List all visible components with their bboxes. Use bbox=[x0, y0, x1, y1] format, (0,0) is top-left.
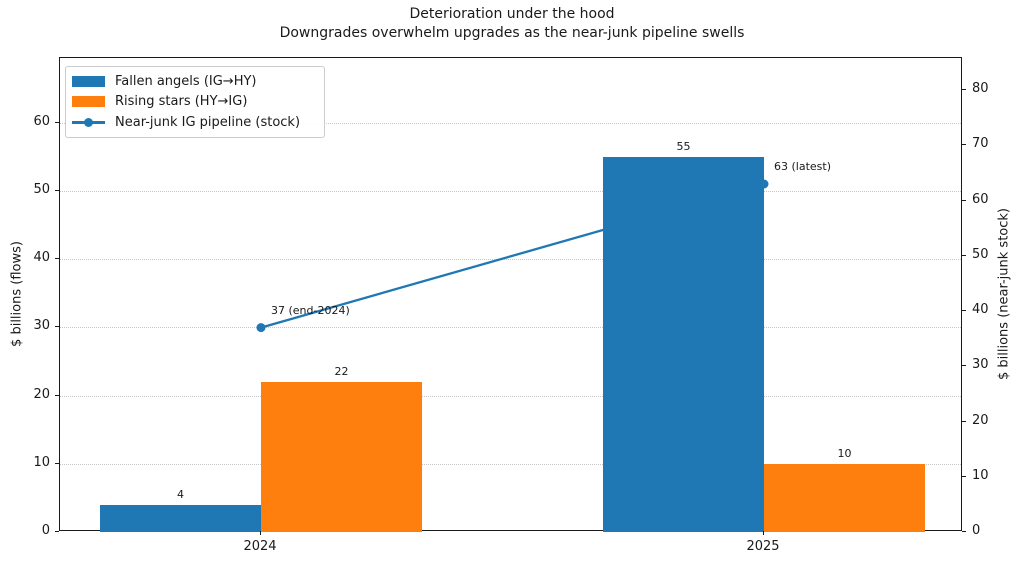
right-tick bbox=[962, 365, 966, 367]
bar-value-label: 4 bbox=[177, 487, 184, 501]
line-point-annotation: 37 (end-2024) bbox=[271, 303, 350, 317]
right-tick bbox=[962, 475, 966, 477]
legend-label: Rising stars (HY→IG) bbox=[115, 94, 248, 110]
left-tick-label: 50 bbox=[33, 182, 50, 197]
gridline bbox=[60, 191, 961, 192]
left-tick-label: 30 bbox=[33, 318, 50, 334]
right-axis-label: $ billions (near-junk stock) bbox=[996, 207, 1012, 381]
gridline bbox=[60, 122, 961, 124]
bar-value-label: 55 bbox=[676, 139, 691, 153]
pipeline-line bbox=[256, 179, 769, 333]
left-tick-label: 20 bbox=[33, 386, 50, 402]
legend-row: Rising stars (HY→IG) bbox=[72, 92, 316, 112]
left-tick bbox=[55, 258, 59, 260]
right-tick-label: 30 bbox=[972, 357, 989, 373]
legend-label: Near-junk IG pipeline (stock) bbox=[115, 115, 301, 131]
right-tick-label: 80 bbox=[972, 81, 989, 96]
right-tick bbox=[962, 199, 966, 201]
legend-row: Fallen angels (IG→HY) bbox=[72, 71, 316, 91]
left-tick-label: 40 bbox=[33, 250, 50, 266]
right-tick-label: 0 bbox=[972, 523, 981, 538]
left-tick-label: 10 bbox=[33, 454, 50, 470]
bar-value-label: 10 bbox=[837, 446, 852, 460]
x-tick bbox=[260, 531, 261, 535]
left-tick bbox=[55, 531, 59, 532]
gridline bbox=[60, 259, 961, 261]
right-tick bbox=[962, 89, 966, 90]
chart-title: Deterioration under the hood bbox=[409, 6, 615, 22]
bar-fallen-angels-2024 bbox=[100, 504, 261, 532]
gridline bbox=[60, 463, 961, 465]
legend-row: Near-junk IG pipeline (stock) bbox=[72, 113, 316, 133]
line-marker bbox=[256, 323, 266, 333]
line-point-annotation: 63 (latest) bbox=[774, 160, 831, 173]
legend-swatch-line bbox=[72, 117, 105, 128]
right-tick bbox=[962, 531, 966, 532]
legend-swatch-fallen-angels bbox=[72, 75, 105, 87]
x-tick-label: 2024 bbox=[243, 539, 277, 554]
right-tick bbox=[962, 144, 966, 146]
bar-value-label: 22 bbox=[334, 365, 349, 378]
bar-rising-stars-2025 bbox=[764, 463, 925, 532]
right-tick-label: 40 bbox=[972, 302, 989, 317]
bar-fallen-angels-2025 bbox=[603, 156, 764, 532]
left-tick bbox=[55, 394, 59, 396]
left-tick bbox=[55, 190, 59, 191]
legend-swatch-rising-stars bbox=[72, 96, 105, 108]
legend-line-dot bbox=[84, 118, 93, 128]
gridline bbox=[60, 327, 961, 329]
left-tick bbox=[55, 462, 59, 464]
x-tick-label: 2025 bbox=[746, 539, 780, 554]
right-tick-label: 50 bbox=[972, 246, 989, 262]
right-tick-label: 60 bbox=[972, 191, 989, 207]
right-tick-label: 20 bbox=[972, 412, 989, 428]
left-tick-label: 0 bbox=[41, 523, 50, 538]
legend-label: Fallen angels (IG→HY) bbox=[115, 73, 257, 89]
plot-area: 4 55 22 10 37 (end-2024) 63 (latest) bbox=[59, 57, 962, 532]
left-tick bbox=[55, 326, 59, 328]
right-tick-label: 10 bbox=[972, 467, 989, 483]
right-tick-label: 70 bbox=[972, 136, 989, 152]
right-tick bbox=[962, 310, 966, 311]
right-tick bbox=[962, 254, 966, 256]
x-tick bbox=[763, 531, 764, 535]
left-tick bbox=[55, 121, 59, 123]
chart-subtitle: Downgrades overwhelm upgrades as the nea… bbox=[279, 25, 745, 41]
bar-rising-stars-2024 bbox=[261, 382, 422, 532]
gridline bbox=[60, 395, 961, 397]
right-tick bbox=[962, 420, 966, 422]
legend: Fallen angels (IG→HY) Rising stars (HY→IG… bbox=[65, 66, 325, 138]
left-tick-label: 60 bbox=[33, 113, 50, 129]
line-marker bbox=[759, 179, 769, 189]
